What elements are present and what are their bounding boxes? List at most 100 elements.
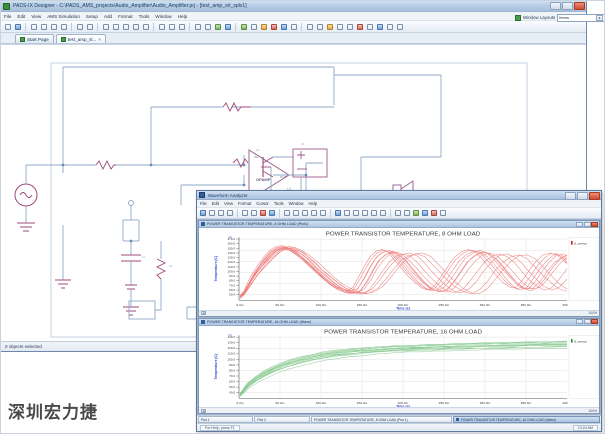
find-icon[interactable] — [59, 22, 68, 31]
marker-icon[interactable] — [310, 209, 318, 217]
export-icon[interactable] — [412, 209, 420, 217]
scroll-left-icon[interactable]: ◄ — [201, 311, 206, 315]
axis-settings-icon[interactable] — [403, 209, 411, 217]
close-icon[interactable]: × — [98, 36, 101, 42]
delete-trace-icon[interactable] — [259, 209, 267, 217]
zoom-out-icon[interactable] — [121, 22, 130, 31]
cut-icon[interactable] — [355, 22, 364, 31]
grid-toggle-icon[interactable] — [394, 209, 402, 217]
component-icon[interactable] — [259, 22, 268, 31]
new-icon[interactable] — [3, 22, 12, 31]
plot1-titlebar[interactable]: POWER TRANSISTOR TEMPERATURE, 8 OHM LOAD… — [199, 221, 599, 228]
close-button[interactable] — [591, 319, 598, 324]
minimize-button[interactable] — [565, 192, 576, 200]
properties-icon[interactable] — [421, 209, 429, 217]
print-preview-icon[interactable] — [49, 22, 58, 31]
minimize-button[interactable] — [550, 2, 561, 10]
menu-format[interactable]: Format — [118, 13, 133, 19]
wv-menu-view[interactable]: View — [223, 201, 233, 206]
layers-icon[interactable] — [375, 22, 384, 31]
menu-view[interactable]: View — [31, 13, 42, 19]
minimize-button[interactable] — [576, 221, 583, 227]
probe-icon[interactable] — [239, 22, 248, 31]
task-plot-2[interactable]: Plot 2 — [254, 416, 310, 423]
task-plot-1[interactable]: Plot 1 — [198, 416, 254, 423]
waveform-titlebar[interactable]: Waveform Analyzer — [197, 191, 601, 200]
tab-start-page[interactable]: Start Page — [15, 34, 54, 43]
zoom-in-icon[interactable] — [111, 22, 120, 31]
menu-edit[interactable]: Edit — [17, 13, 26, 19]
maximize-button[interactable] — [562, 2, 573, 10]
refresh-icon[interactable] — [167, 22, 176, 31]
redo-icon[interactable] — [85, 22, 94, 31]
app-titlebar[interactable]: PADS-IX Designer - C:\PADS_AMS_projects\… — [1, 1, 586, 12]
plot2-titlebar[interactable]: POWER TRANSISTOR TEMPERATURE, 16 OHM LOA… — [199, 318, 599, 326]
minimize-button[interactable] — [576, 319, 583, 324]
wire-icon[interactable] — [193, 22, 202, 31]
menu-add[interactable]: Add — [103, 13, 113, 19]
maximize-button[interactable] — [577, 192, 588, 200]
task-8ohm-plot[interactable]: POWER TRANSISTOR TEMPERATURE, 8 OHM LOAD… — [310, 416, 452, 423]
refresh-icon[interactable] — [430, 209, 438, 217]
rotate-icon[interactable] — [315, 22, 324, 31]
menu-tools[interactable]: Tools — [138, 13, 150, 19]
menu-window[interactable]: Window — [155, 13, 172, 19]
cursor2-icon[interactable] — [292, 209, 300, 217]
zoom-previous-icon[interactable] — [141, 22, 150, 31]
open-icon[interactable] — [13, 22, 22, 31]
zoom-out-icon[interactable] — [361, 209, 369, 217]
wv-menu-edit[interactable]: Edit — [211, 201, 219, 206]
open-waveform-icon[interactable] — [199, 209, 207, 217]
bus-icon[interactable] — [203, 22, 212, 31]
undo-icon[interactable] — [75, 22, 84, 31]
save-waveform-icon[interactable] — [208, 209, 216, 217]
plot1-body[interactable]: POWER TRANSISTOR TEMPERATURE, 8 OHM LOAD… — [199, 228, 599, 310]
select-mode-icon[interactable] — [177, 22, 186, 31]
menu-ams-simulation[interactable]: AMS Simulation — [47, 13, 80, 19]
wv-menu-cursor[interactable]: Cursor — [256, 201, 269, 206]
pan-icon[interactable] — [157, 22, 166, 31]
menu-file[interactable]: File — [4, 13, 12, 19]
tab-test-amp[interactable]: test_amp_sl... × — [55, 34, 106, 43]
wv-menu-format[interactable]: Format — [237, 201, 252, 206]
chevron-down-icon[interactable]: ▼ — [596, 14, 603, 21]
plot2-body[interactable]: POWER TRANSISTOR TEMPERATURE, 16 OHM LOA… — [199, 325, 599, 407]
cursor1-icon[interactable] — [283, 209, 291, 217]
copy-icon[interactable] — [250, 209, 258, 217]
properties-icon[interactable] — [279, 22, 288, 31]
add-plot-icon[interactable] — [268, 209, 276, 217]
menu-help[interactable]: Help — [177, 13, 188, 19]
zoom-fit-icon[interactable] — [370, 209, 378, 217]
close-button[interactable] — [574, 2, 585, 10]
pan-icon[interactable] — [334, 209, 342, 217]
mirror-icon[interactable] — [305, 22, 314, 31]
plot1-scrollbar[interactable]: ◄ 100% — [199, 309, 599, 316]
maximize-button[interactable] — [583, 319, 591, 324]
close-button[interactable] — [589, 192, 600, 200]
align-icon[interactable] — [365, 22, 374, 31]
plot2-scrollbar[interactable]: ◄ 100% — [199, 407, 599, 413]
close-button[interactable] — [591, 221, 598, 227]
wv-menu-file[interactable]: File — [200, 201, 207, 206]
print-preview-icon[interactable] — [226, 209, 234, 217]
wv-menu-window[interactable]: Window — [288, 201, 304, 206]
maximize-button[interactable] — [583, 221, 591, 227]
save-icon[interactable] — [29, 22, 38, 31]
scroll-left-icon[interactable]: ◄ — [201, 408, 206, 413]
netlist-icon[interactable] — [223, 22, 232, 31]
paste-icon[interactable] — [345, 22, 354, 31]
zoom-fit-icon[interactable] — [101, 22, 110, 31]
print-waveform-icon[interactable] — [217, 209, 225, 217]
measure-icon[interactable] — [301, 209, 309, 217]
zoom-area-icon[interactable] — [131, 22, 140, 31]
copy-icon[interactable] — [335, 22, 344, 31]
wv-menu-tools[interactable]: Tools — [273, 201, 284, 206]
text-icon[interactable] — [325, 22, 334, 31]
window-layouts-select[interactable]: Items ▼ — [557, 13, 605, 22]
zoom-area-icon[interactable] — [343, 209, 351, 217]
grid-icon[interactable] — [289, 22, 298, 31]
delete-icon[interactable] — [269, 22, 278, 31]
cut-icon[interactable] — [241, 209, 249, 217]
print-icon[interactable] — [39, 22, 48, 31]
run-simulation-icon[interactable] — [213, 22, 222, 31]
